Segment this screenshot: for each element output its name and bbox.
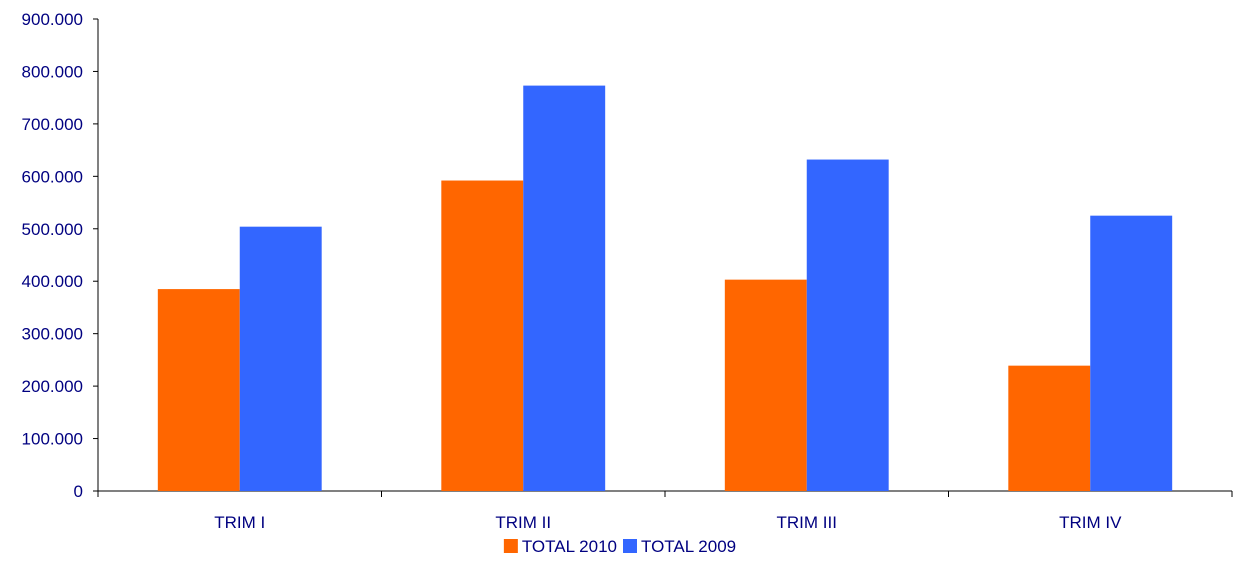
bar-total-2009-trim-iii — [806, 159, 889, 491]
x-tick-label: TRIM III — [777, 513, 837, 532]
y-tick-label: 200.000 — [22, 377, 83, 396]
y-tick-label: 400.000 — [22, 272, 83, 291]
y-tick-label: 0 — [74, 482, 83, 501]
bar-total-2009-trim-ii — [523, 85, 606, 492]
bars — [157, 85, 1173, 492]
y-tick-label: 800.000 — [22, 62, 83, 81]
bar-total-2010-trim-ii — [441, 180, 524, 492]
y-tick-label: 100.000 — [22, 430, 83, 449]
x-tick-label: TRIM I — [214, 513, 265, 532]
x-axis: TRIM I TRIM II TRIM III TRIM IV — [97, 490, 1233, 532]
y-tick-label: 900.000 — [22, 10, 83, 29]
y-tick-label: 500.000 — [22, 220, 83, 239]
y-tick-label: 300.000 — [22, 325, 83, 344]
x-tick-label: TRIM II — [495, 513, 551, 532]
y-tick-label: 600.000 — [22, 167, 83, 186]
y-tick-label: 700.000 — [22, 115, 83, 134]
legend-swatch — [623, 539, 637, 553]
bar-total-2010-trim-i — [157, 289, 240, 491]
legend-label: TOTAL 2009 — [641, 537, 736, 556]
bar-total-2009-trim-i — [239, 226, 322, 491]
legend-swatch — [503, 539, 518, 553]
bar-total-2009-trim-iv — [1090, 215, 1173, 491]
y-axis: 0 100.000 200.000 300.000 400.000 500.000 600.… — [22, 10, 99, 501]
x-tick-label: TRIM IV — [1059, 513, 1122, 532]
bar-total-2010-trim-iv — [1008, 365, 1091, 491]
legend-label: TOTAL 2010 — [522, 537, 617, 556]
legend: TOTAL 2010 TOTAL 2009 — [503, 537, 736, 556]
bar-total-2010-trim-iii — [724, 279, 807, 491]
